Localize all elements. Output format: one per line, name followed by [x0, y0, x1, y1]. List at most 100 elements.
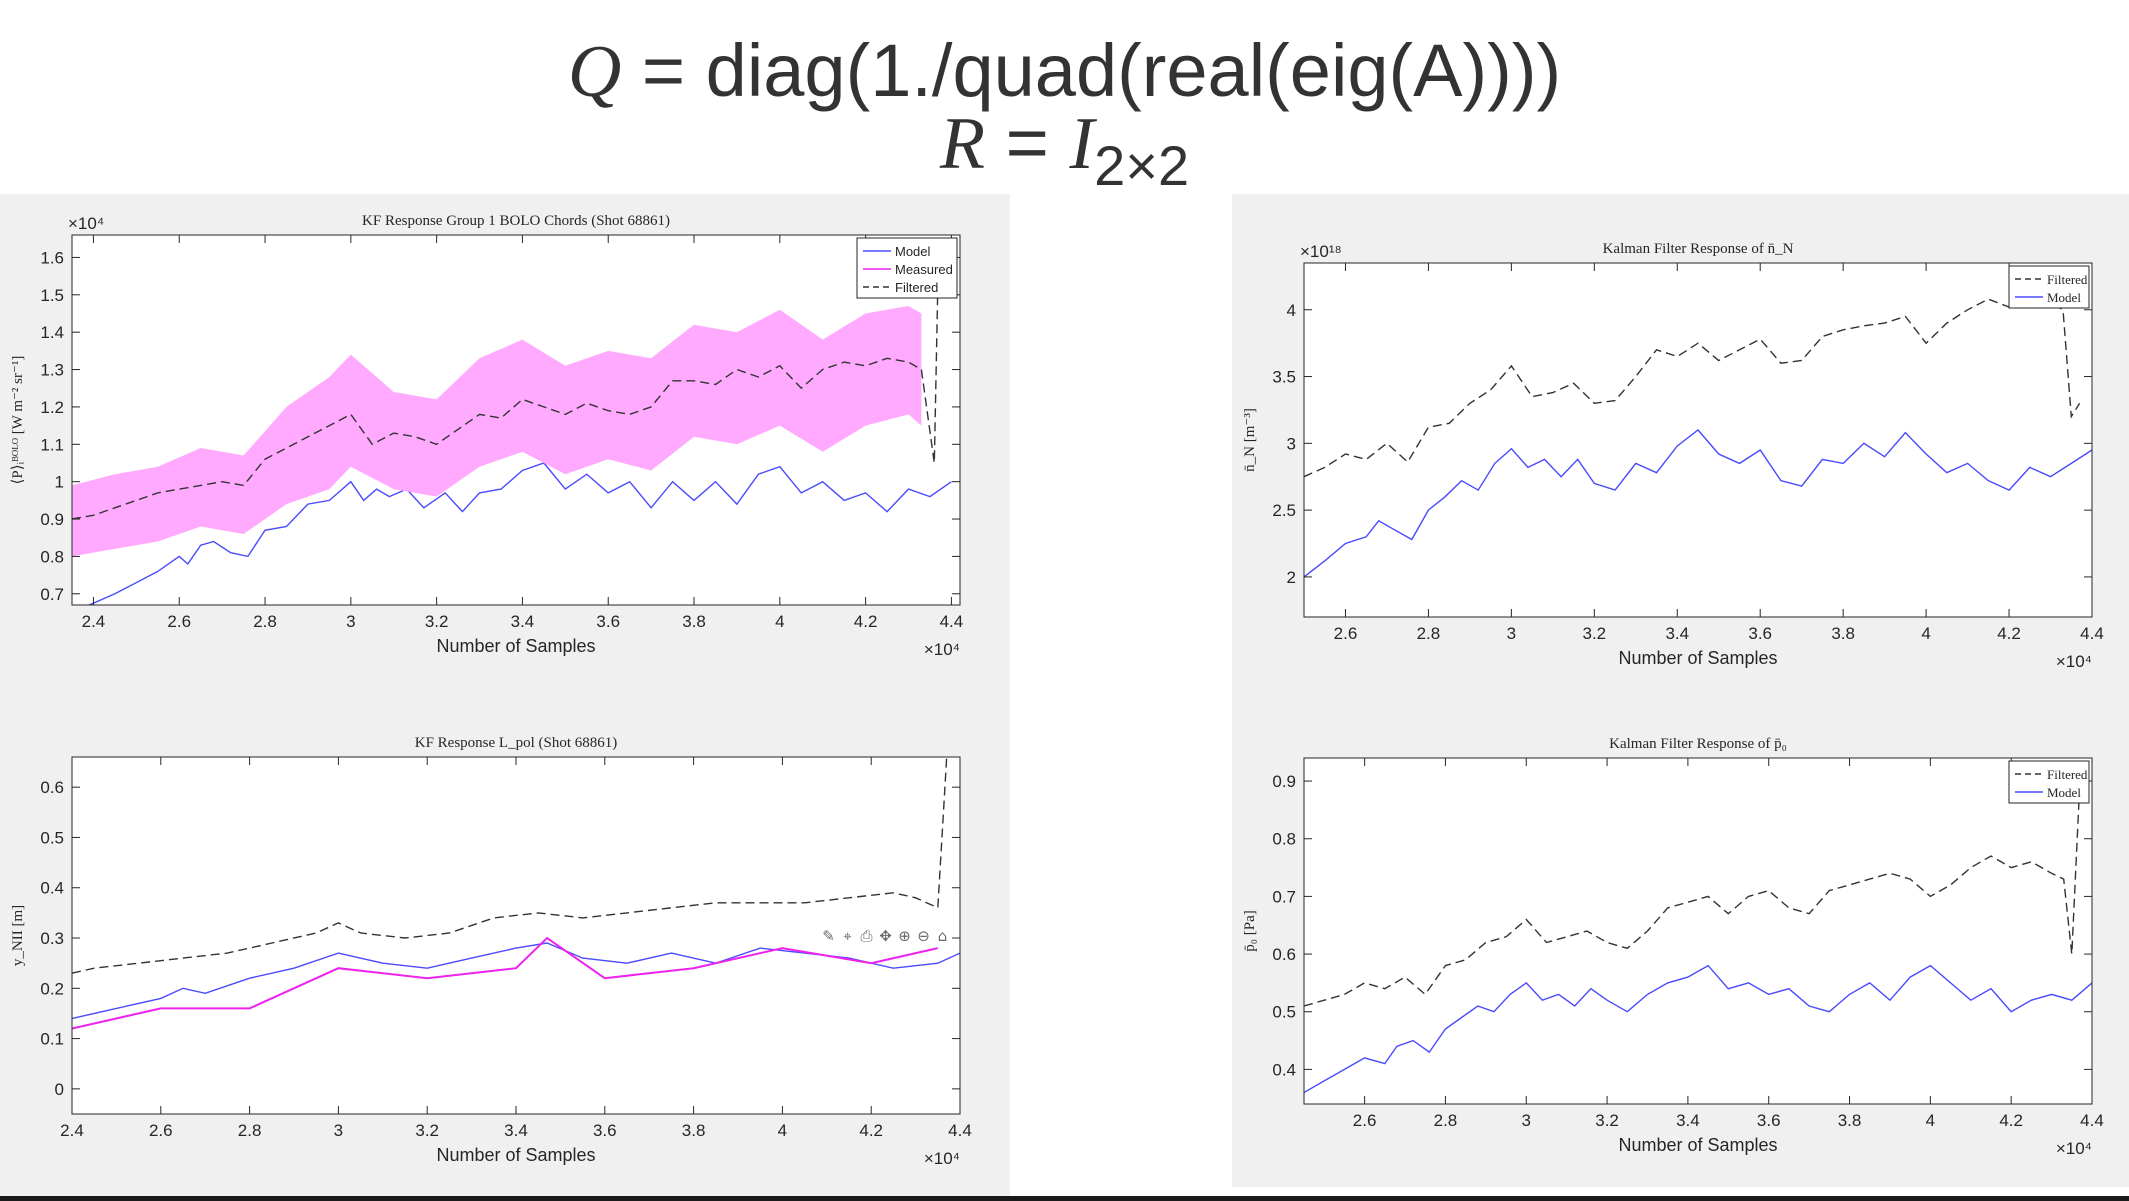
chart-bolo: 2.4 2.6 2.8 3 3.2 3.4 3.6 3.8 4 4.2 4.4 0.7 0.8 0.9 1 1…: [10, 213, 963, 659]
axes-box: [71, 234, 961, 606]
y-tick-label: 2.5: [1272, 501, 1296, 520]
x-tick-label: 3: [1507, 624, 1516, 643]
x-tick-label: 4.4: [948, 1121, 972, 1140]
series-model-line: [87, 462, 952, 605]
series-group: [72, 757, 960, 1030]
x-tick-label: 2.8: [1434, 1111, 1458, 1130]
x-tick-label: 2.8: [1417, 624, 1441, 643]
y-tick-label: 0.7: [40, 585, 64, 604]
x-tick-label: 4.4: [940, 612, 964, 631]
x-exponent-label: ×10⁴: [924, 640, 960, 659]
x-tick-label: 3.4: [1665, 624, 1689, 643]
chart-nN: 2.6 2.8 3 3.2 3.4 3.6 3.8 4 4.2 4.4 2 2.5 3 3.5 4 Kalma…: [1242, 241, 2104, 671]
x-tick-label: 3.4: [504, 1121, 528, 1140]
y-tick-label: 0.1: [40, 1030, 64, 1049]
chart-p0: 2.6 2.8 3 3.2 3.4 3.6 3.8 4 4.2 4.4 0.4 0.5 0.6 0.7 0.…: [1242, 736, 2104, 1158]
y-tick-label: 0.5: [1272, 1003, 1296, 1022]
left-figure-canvas: 2.4 2.6 2.8 3 3.2 3.4 3.6 3.8 4 4.2 4.4 0.7 0.8 0.9 1 1…: [10, 213, 972, 1168]
legend-entry: Filtered: [2047, 767, 2088, 782]
series-filtered-line: [1304, 295, 2081, 478]
y-axis-label: n̄_N [m⁻³]: [1242, 408, 1258, 472]
identity-size: 2×2: [1094, 133, 1190, 197]
y-axis-label: ⟨P⟩ᵢᴮᴼᴸᴼ [W m⁻² sr⁻¹]: [10, 356, 26, 485]
y-tick-label: 3: [1287, 434, 1296, 453]
x-tick-label: 3.2: [1595, 1111, 1619, 1130]
legend-box: [2008, 760, 2090, 804]
y-axis-label: y_NII [m]: [10, 905, 26, 966]
legend-entry: Measured: [895, 262, 953, 277]
y-tick-label: 0.2: [40, 979, 64, 998]
x-tick-label: 3.2: [1582, 624, 1606, 643]
x-tick-label: 4.4: [2080, 1111, 2104, 1130]
y-exponent-label: ×10¹⁸: [1300, 242, 1342, 261]
legend: Filtered Model: [2008, 760, 2090, 804]
series-model-line: [1304, 429, 2092, 578]
x-tick-label: 4.2: [1997, 624, 2021, 643]
zoom-out-icon[interactable]: ⊖: [917, 927, 930, 945]
r-symbol: R: [939, 103, 986, 185]
legend-entry: Filtered: [895, 280, 938, 295]
y-axis-label: p̄₀ [Pa]: [1242, 910, 1258, 951]
x-tick-label: 2.6: [1334, 624, 1358, 643]
x-tick-label: 4.2: [859, 1121, 883, 1140]
x-tick-label: 2.8: [253, 612, 277, 631]
home-icon[interactable]: ⌂: [937, 927, 948, 945]
legend-box: [856, 237, 958, 299]
export-icon[interactable]: ⎙: [860, 927, 873, 945]
plot-area: [1304, 263, 2092, 617]
x-tick-label: 2.6: [1353, 1111, 1377, 1130]
chart-title: Kalman Filter Response of p̄₀: [1609, 736, 1787, 752]
y-tick-label: 0.7: [1272, 887, 1296, 906]
y-tick-label: 0.9: [40, 510, 64, 529]
y-exponent-label: ×10⁴: [68, 214, 104, 233]
y-tick-label: 2: [1287, 568, 1296, 587]
series-measured-band: [72, 306, 922, 557]
x-axis-label: Number of Samples: [1618, 648, 1777, 668]
y-tick-label: 0.6: [1272, 945, 1296, 964]
left-figure-panel: 2.4 2.6 2.8 3 3.2 3.4 3.6 3.8 4 4.2 4.4 0.7 0.8 0.9 1 1…: [0, 194, 1010, 1197]
y-tick-label: 0.5: [40, 828, 64, 847]
x-tick-label: 3.8: [1838, 1111, 1862, 1130]
x-tick-label: 3: [334, 1121, 343, 1140]
x-axis-label: Number of Samples: [1618, 1135, 1777, 1155]
datatip-icon[interactable]: ⌖: [843, 927, 852, 945]
plot-area: [1304, 758, 2092, 1104]
equation-header: Q = diag(1./quad(real(eig(A)))) R = I2×2: [0, 0, 2129, 195]
y-tick-label: 1.6: [40, 248, 64, 267]
axes-box: [1303, 757, 2093, 1105]
x-tick-label: 4: [1926, 1111, 1935, 1130]
zoom-in-icon[interactable]: ⊕: [898, 927, 911, 945]
x-tick-label: 4: [778, 1121, 787, 1140]
x-tick-label: 3: [346, 612, 355, 631]
legend-box: [2008, 265, 2090, 309]
y-tick-label: 0.4: [40, 879, 64, 898]
chart-title: Kalman Filter Response of n̄_N: [1603, 241, 1794, 257]
q-matrix-equation: Q = diag(1./quad(real(eig(A)))): [0, 34, 2129, 110]
x-exponent-label: ×10⁴: [924, 1149, 960, 1168]
y-tick-label: 1.2: [40, 398, 64, 417]
legend-entry: Filtered: [2047, 272, 2088, 287]
chart-title: KF Response Group 1 BOLO Chords (Shot 68…: [362, 213, 670, 229]
series-measured-line: [72, 936, 939, 1030]
x-tick-label: 4: [775, 612, 784, 631]
legend-entry: Model: [895, 244, 931, 259]
q-symbol: Q: [567, 31, 622, 113]
y-tick-label: 1.4: [40, 323, 64, 342]
x-tick-label: 2.6: [149, 1121, 173, 1140]
x-tick-label: 3.8: [682, 612, 706, 631]
x-exponent-label: ×10⁴: [2056, 1139, 2092, 1158]
pan-icon[interactable]: ✥: [879, 927, 892, 945]
series-group: [72, 246, 952, 605]
y-tick-label: 1.3: [40, 361, 64, 380]
chart-title: KF Response L_pol (Shot 68861): [415, 735, 618, 751]
brush-icon[interactable]: ✎: [822, 927, 835, 945]
y-tick-label: 1: [55, 473, 64, 492]
series-model-line: [1304, 964, 2092, 1094]
window-bottom-edge: [0, 1196, 2129, 1201]
x-tick-label: 3.6: [1748, 624, 1772, 643]
y-tick-label: 0.4: [1272, 1060, 1296, 1079]
plot-area: [72, 757, 960, 1114]
x-tick-label: 3.6: [593, 1121, 617, 1140]
series-filtered-line: [1304, 781, 2081, 1007]
x-tick-label: 3.8: [1831, 624, 1855, 643]
